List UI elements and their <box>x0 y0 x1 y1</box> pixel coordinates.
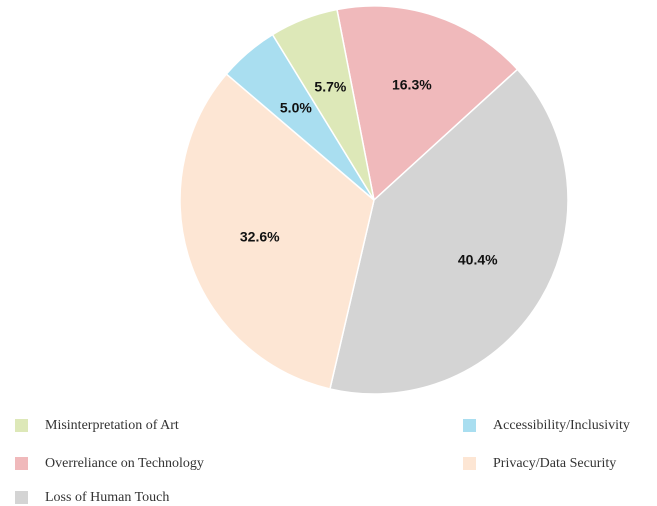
legend-label: Privacy/Data Security <box>493 456 616 471</box>
legend-label: Misinterpretation of Art <box>45 418 179 433</box>
data-label: 5.0% <box>280 99 312 115</box>
pie-slice <box>271 8 375 201</box>
pie-slice <box>329 68 569 395</box>
data-label: 16.3% <box>392 77 432 93</box>
legend-label: Loss of Human Touch <box>45 490 169 505</box>
legend-swatch <box>15 491 28 504</box>
legend-label: Accessibility/Inclusivity <box>493 418 630 433</box>
data-label: 32.6% <box>240 228 280 244</box>
data-label: 40.4% <box>458 252 498 268</box>
legend-swatch <box>15 457 28 470</box>
legend-swatch <box>463 457 476 470</box>
legend-swatch <box>463 419 476 432</box>
legend-swatch <box>15 419 28 432</box>
pie-slice <box>179 73 375 390</box>
legend-label: Overreliance on Technology <box>45 456 204 471</box>
pie-slice <box>336 5 519 202</box>
data-label: 5.7% <box>314 79 346 95</box>
